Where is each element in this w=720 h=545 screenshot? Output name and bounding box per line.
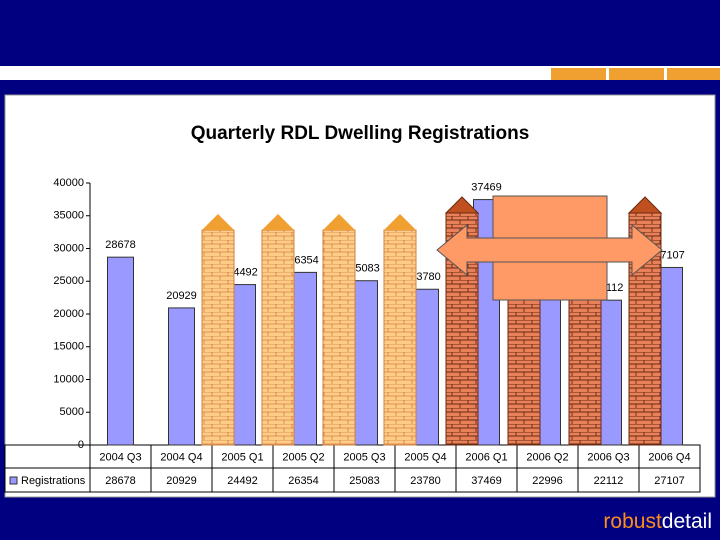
y-tick-label: 20000	[53, 308, 84, 320]
pillar	[322, 229, 356, 446]
pillar-top	[627, 196, 663, 214]
data-label: 23780	[410, 271, 441, 283]
data-label: 26354	[288, 254, 319, 266]
table-value: 26354	[288, 475, 319, 487]
data-label: 27107	[654, 249, 685, 261]
data-label: 24492	[227, 266, 258, 278]
pillar-top	[384, 214, 416, 230]
x-tick-label: 2005 Q4	[404, 451, 446, 463]
data-label: 25083	[349, 263, 380, 275]
y-tick-label: 25000	[53, 275, 84, 287]
table-value: 37469	[471, 475, 502, 487]
x-tick-label: 2005 Q3	[343, 451, 385, 463]
table-value: 25083	[349, 475, 380, 487]
header-strip	[0, 66, 720, 80]
table-value: 20929	[166, 475, 197, 487]
brand-part: robust	[603, 510, 662, 533]
pillar-top	[444, 196, 480, 214]
y-tick-label: 10000	[53, 373, 84, 385]
x-tick-label: 2005 Q2	[282, 451, 324, 463]
x-tick-label: 2006 Q4	[648, 451, 690, 463]
legend-key	[9, 476, 18, 485]
bar	[351, 280, 378, 446]
x-tick-label: 2005 Q1	[221, 451, 263, 463]
data-label: 37469	[471, 181, 502, 193]
pillar-top	[262, 214, 294, 230]
x-tick-label: 2006 Q3	[587, 451, 629, 463]
chart-title: Quarterly RDL Dwelling Registrations	[191, 123, 530, 144]
pillar	[201, 229, 235, 446]
x-tick-label: 2004 Q4	[160, 451, 202, 463]
footer-band	[0, 508, 720, 540]
legend-label: Registrations	[21, 475, 86, 487]
double-arrow	[436, 223, 663, 277]
data-label: 28678	[105, 239, 136, 251]
header-band	[0, 0, 720, 66]
table-value: 22996	[532, 475, 563, 487]
pillar	[383, 229, 417, 446]
header-tab	[667, 68, 720, 80]
header-tab	[609, 68, 664, 80]
pillar-top	[202, 214, 234, 230]
bar	[168, 307, 195, 446]
y-tick-label: 30000	[53, 242, 84, 254]
brand: robustdetail	[603, 510, 712, 533]
pillar-top	[323, 214, 355, 230]
table-value: 28678	[105, 475, 136, 487]
table-value: 22112	[594, 475, 624, 487]
y-tick-label: 40000	[53, 177, 84, 189]
table-value: 23780	[410, 475, 441, 487]
x-tick-label: 2004 Q3	[99, 451, 141, 463]
bar	[290, 271, 317, 446]
bar	[107, 256, 134, 446]
header-tab	[551, 68, 606, 80]
y-tick-label: 35000	[53, 210, 84, 222]
x-tick-label: 2006 Q1	[465, 451, 507, 463]
pillar	[261, 229, 295, 446]
overlay	[201, 195, 663, 446]
table-value: 27107	[654, 475, 685, 487]
brand-part: detail	[662, 510, 712, 533]
data-label: 20929	[166, 290, 197, 302]
y-tick-label: 15000	[53, 341, 84, 353]
table-value: 24492	[227, 475, 258, 487]
x-tick-label: 2006 Q2	[526, 451, 568, 463]
y-tick-label: 5000	[60, 406, 84, 418]
